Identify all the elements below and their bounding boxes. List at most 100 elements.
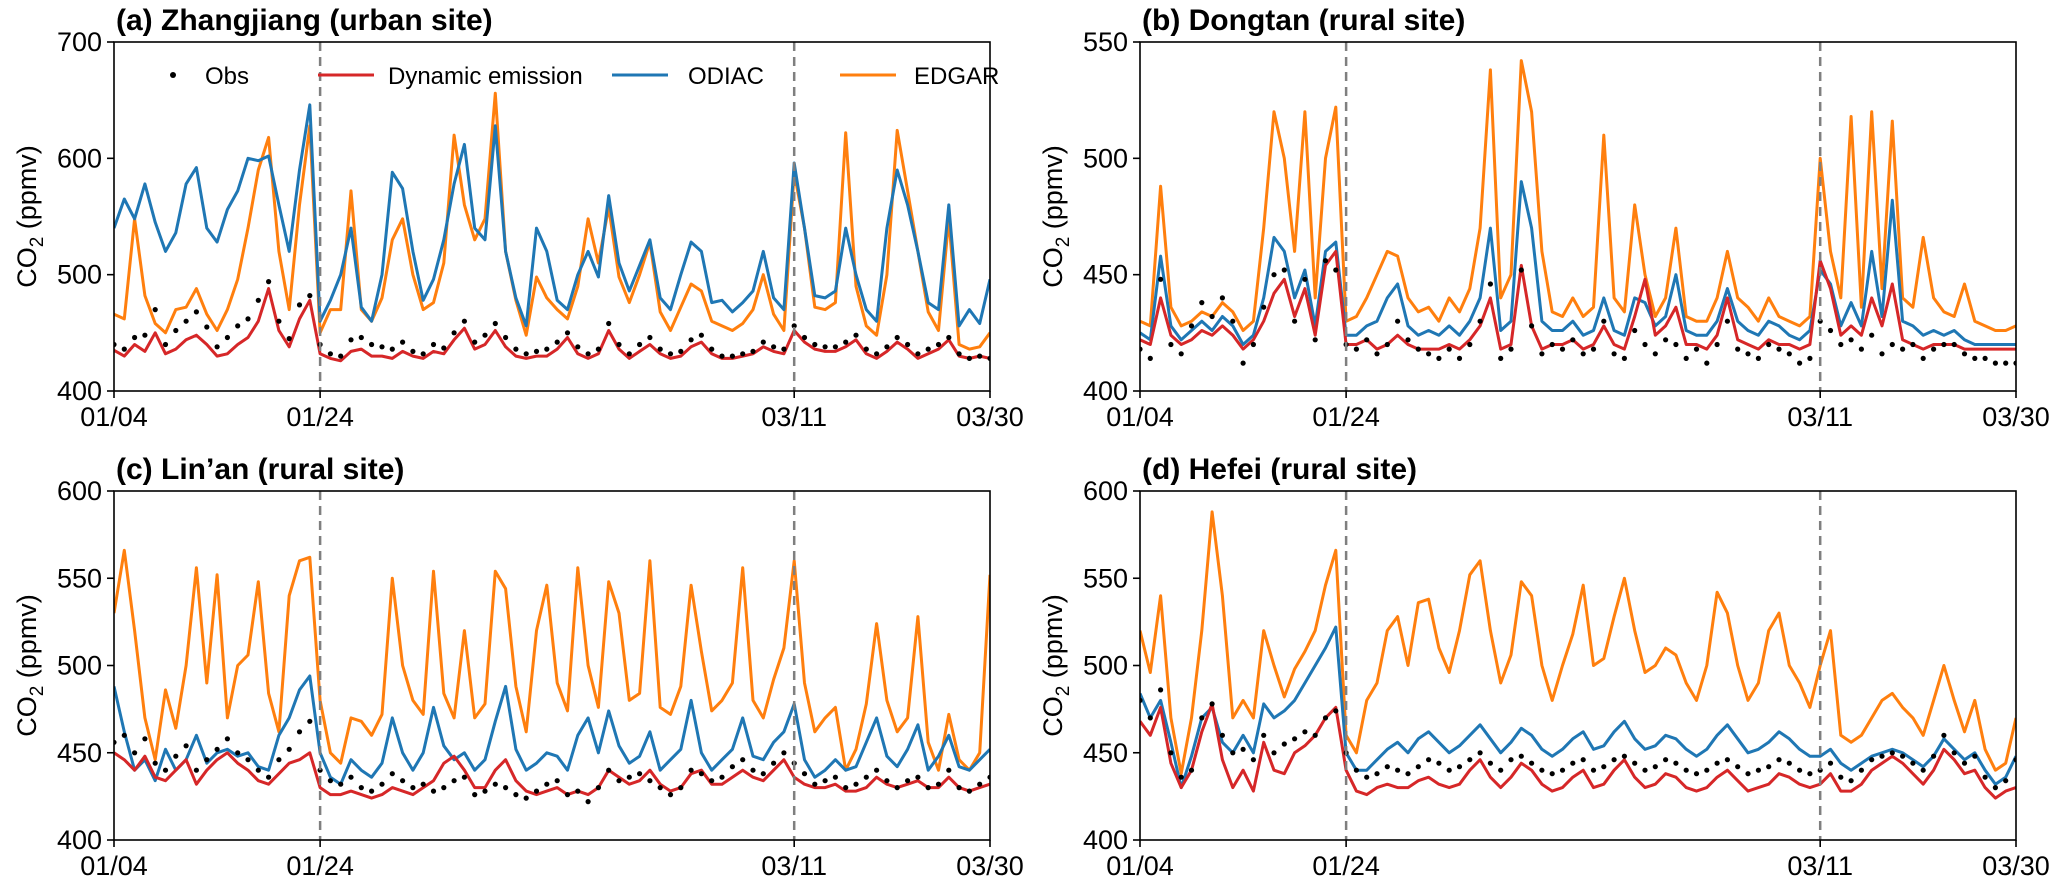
obs-point: [430, 788, 437, 794]
obs-point: [544, 346, 550, 352]
x-tick-label: 01/24: [1312, 402, 1380, 432]
obs-point: [513, 792, 519, 798]
obs-point: [173, 327, 179, 334]
obs-point: [173, 753, 179, 759]
obs-point: [152, 307, 158, 313]
panel-title: (c) Lin’an (rural site): [116, 453, 404, 486]
obs-point: [1426, 757, 1432, 763]
obs-point: [1931, 753, 1937, 759]
obs-point: [1931, 346, 1937, 352]
obs-point: [1879, 351, 1885, 357]
obs-point: [1972, 355, 1978, 361]
obs-point: [1188, 323, 1195, 329]
obs-point: [1807, 771, 1813, 777]
plot-frame: [1139, 41, 2017, 392]
obs-point: [606, 320, 612, 327]
obs-point: [698, 332, 705, 338]
obs-point: [142, 736, 148, 742]
obs-point: [977, 781, 983, 787]
obs-point: [1900, 346, 1906, 352]
obs-point: [1900, 753, 1906, 759]
obs-point: [121, 732, 127, 738]
obs-point: [740, 351, 746, 357]
obs-point: [193, 309, 199, 315]
obs-point: [1920, 767, 1926, 773]
y-axis-label: CO2 (ppmv): [12, 594, 48, 737]
obs-point: [832, 344, 839, 350]
obs-point: [946, 767, 952, 773]
obs-point: [750, 348, 756, 354]
obs-point: [554, 339, 560, 345]
obs-point: [1250, 757, 1256, 763]
obs-point: [1487, 760, 1493, 766]
obs-point: [760, 339, 766, 345]
obs-point: [1992, 785, 1998, 791]
obs-point: [348, 774, 354, 780]
legend-label: Obs: [205, 63, 249, 90]
obs-point: [1570, 337, 1576, 343]
obs-point: [564, 792, 571, 798]
y-tick-label: 400: [1083, 825, 1128, 855]
obs-point: [1456, 355, 1463, 361]
obs-point: [1312, 732, 1318, 738]
obs-point: [1570, 760, 1576, 766]
y-tick-label: 550: [1083, 27, 1128, 57]
obs-point: [1786, 351, 1792, 357]
obs-point: [1797, 360, 1803, 366]
obs-point: [564, 330, 571, 336]
obs-point: [1271, 750, 1277, 756]
legend: Obs Dynamic emission ODIAC EDGAR: [170, 63, 999, 90]
series-line-edgar: [114, 91, 990, 351]
obs-point: [214, 746, 220, 752]
obs-point: [1601, 318, 1607, 324]
obs-point: [379, 781, 385, 787]
obs-point: [348, 337, 354, 343]
obs-point: [1477, 750, 1483, 756]
obs-point: [1364, 337, 1370, 343]
obs-point: [523, 795, 529, 801]
obs-point: [1178, 351, 1184, 357]
x-tick-label: 01/24: [286, 402, 354, 432]
obs-point: [1188, 767, 1195, 773]
obs-point: [1549, 771, 1555, 777]
obs-point: [729, 353, 736, 359]
obs-point: [1147, 715, 1153, 721]
obs-point: [1972, 753, 1978, 759]
obs-point: [894, 785, 900, 791]
y-tick-label: 550: [1083, 563, 1128, 593]
obs-point: [616, 341, 622, 348]
y-tick-label: 500: [57, 651, 102, 681]
obs-point: [1755, 767, 1761, 773]
obs-point: [358, 334, 364, 341]
x-tick-label: 03/11: [761, 851, 827, 880]
x-tick-label: 03/30: [1982, 402, 2050, 432]
y-axis-label: CO2 (ppmv): [12, 145, 48, 288]
obs-point: [451, 330, 457, 336]
obs-point: [1869, 332, 1875, 338]
obs-point: [585, 351, 591, 357]
obs-point: [1632, 760, 1638, 766]
legend-label: Dynamic emission: [388, 63, 583, 90]
obs-point: [482, 788, 488, 794]
panel-linan: (c) Lin’an (rural site) CO2 (ppmv) 400 450 5…: [12, 453, 1024, 880]
obs-point: [863, 774, 869, 780]
obs-point: [1910, 341, 1916, 348]
obs-point: [1632, 327, 1638, 334]
obs-point: [1240, 746, 1246, 752]
obs-point: [1611, 351, 1617, 357]
obs-point: [1745, 771, 1751, 777]
obs-point: [1322, 258, 1329, 264]
obs-point: [1436, 760, 1442, 766]
obs-point: [1590, 767, 1597, 773]
obs-point: [894, 334, 900, 341]
obs-point: [142, 332, 148, 338]
obs-point: [235, 750, 241, 756]
obs-point: [1838, 774, 1844, 780]
obs-point: [1292, 736, 1298, 742]
obs-point: [667, 792, 674, 798]
obs-point: [688, 767, 694, 773]
obs-point: [430, 341, 437, 348]
obs-point: [1992, 360, 1998, 366]
obs-point: [1168, 750, 1174, 756]
obs-point: [1230, 750, 1236, 756]
